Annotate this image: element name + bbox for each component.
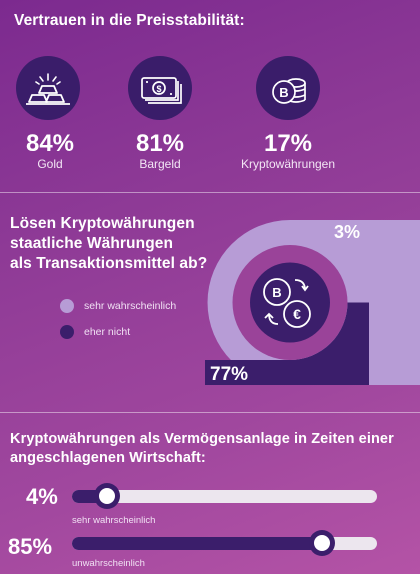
bitcoin-coins-icon: B — [256, 56, 320, 120]
section2-title: Lösen Kryptowährungen staatliche Währung… — [10, 214, 207, 274]
donut-chart: B € — [205, 220, 420, 385]
bar1-track — [72, 490, 377, 503]
donut-slice-unlikely — [205, 302, 369, 385]
bar2-percent: 85% — [8, 534, 53, 559]
legend-dot-unlikely — [60, 325, 74, 339]
section2-title-line: als Transaktionsmittel ab? — [10, 255, 208, 272]
divider-top — [0, 192, 420, 193]
bar2-knob — [309, 530, 335, 556]
section1-title: Vertrauen in die Preisstabilität: — [14, 12, 245, 29]
svg-text:B: B — [272, 285, 281, 300]
svg-text:€: € — [293, 306, 301, 322]
legend-dot-likely — [60, 299, 74, 313]
cash-percent: 81% — [135, 130, 185, 157]
cash-label: Bargeld — [139, 157, 181, 171]
bar1-label: sehr wahrscheinlich — [72, 515, 156, 526]
donut-band-fill — [347, 245, 369, 303]
section3-title-line: Kryptowährungen als Vermögensanlage in Z… — [10, 431, 394, 447]
crypto-percent: 17% — [263, 130, 313, 157]
gold-label: Gold — [37, 157, 63, 171]
svg-text:B: B — [279, 85, 288, 100]
section3-title-line: angeschlagenen Wirtschaft: — [10, 450, 206, 466]
bar2-fill — [72, 537, 330, 550]
section3-title: Kryptowährungen als Vermögensanlage in Z… — [10, 430, 394, 468]
gold-percent: 84% — [25, 130, 75, 157]
bar1-knob — [94, 483, 120, 509]
exchange-icon — [263, 278, 311, 328]
cash-icon: $ — [128, 56, 192, 120]
legend-unlikely: eher nicht — [84, 326, 131, 338]
bar1-percent: 4% — [26, 484, 58, 509]
gold-bars-icon — [16, 56, 80, 120]
svg-text:$: $ — [156, 84, 161, 94]
bar2-label: unwahrscheinlich — [72, 558, 145, 569]
divider-bottom — [0, 412, 420, 413]
donut-label-likely: 3% — [334, 222, 361, 242]
legend-likely: sehr wahrscheinlich — [84, 300, 177, 312]
section2-title-line: staatliche Währungen — [10, 235, 174, 252]
donut-label-unlikely: 77% — [210, 364, 249, 385]
crypto-label: Kryptowährungen — [240, 157, 336, 171]
section2-title-line: Lösen Kryptowährungen — [10, 215, 195, 232]
